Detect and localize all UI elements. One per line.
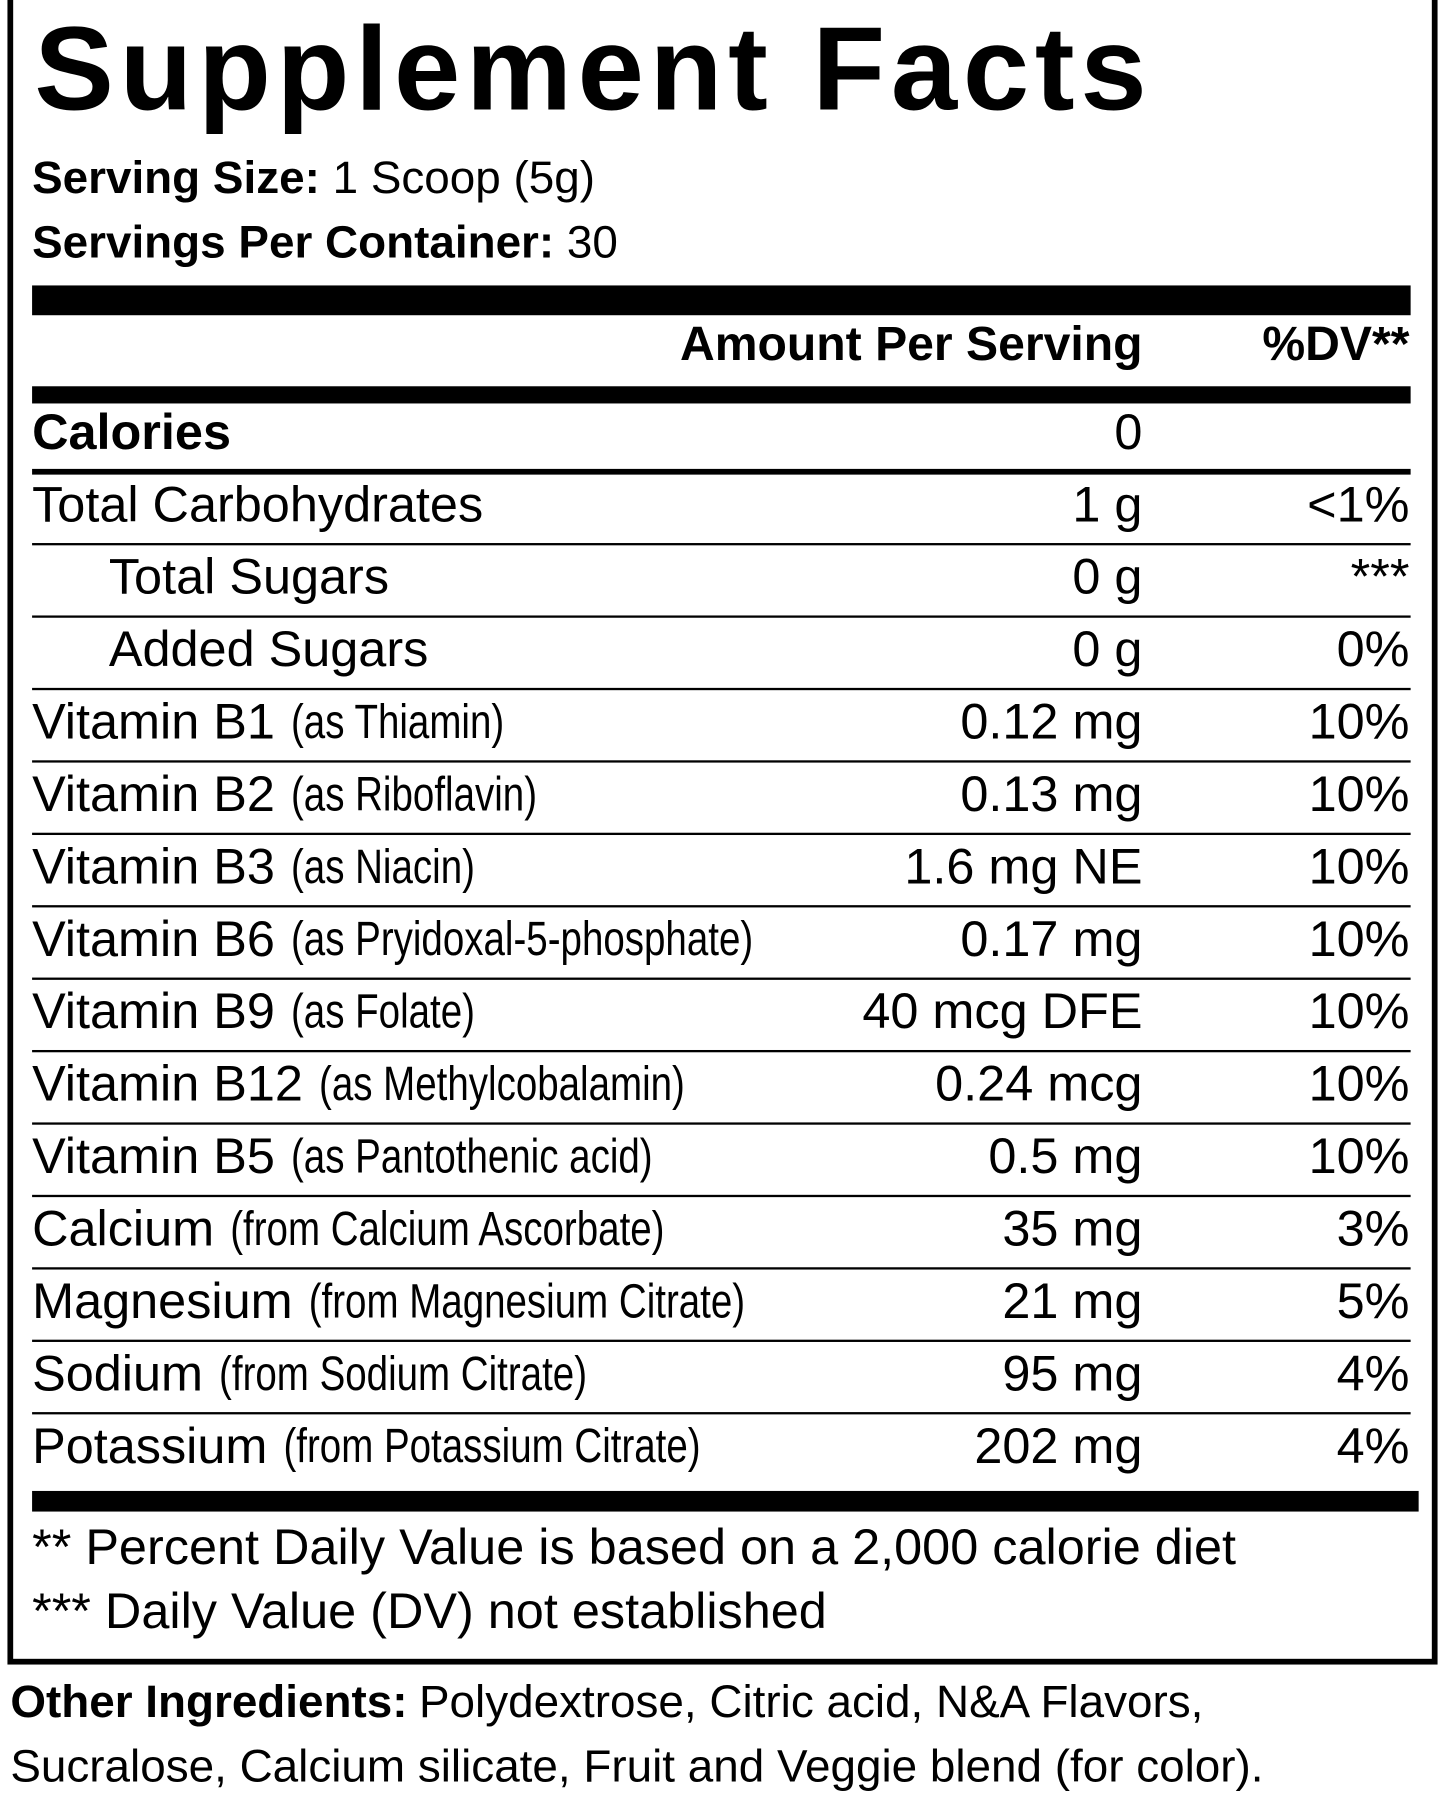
row-rule: [32, 760, 1411, 763]
amount: 0 g: [1072, 548, 1142, 605]
servings-per-container: Servings Per Container: 30: [32, 216, 618, 267]
amount: 0 g: [1072, 620, 1142, 677]
nutrient-source: (as Pantothenic acid): [291, 1131, 653, 1184]
row-rule: [32, 1339, 1411, 1342]
row-rule: [32, 1122, 1411, 1125]
daily-value: 10%: [1309, 982, 1410, 1039]
nutrient-source: (as Methylcobalamin): [319, 1058, 685, 1111]
nutrient-source: (as Folate): [291, 986, 475, 1039]
amount: 202 mg: [974, 1417, 1142, 1474]
serving-size-value: 1 Scoop (5g): [333, 152, 595, 203]
nutrient-name: Vitamin B1: [32, 693, 275, 750]
row-rule: [32, 468, 1411, 475]
title: Supplement Facts: [34, 3, 1152, 136]
nutrient-name: Vitamin B12: [32, 1055, 303, 1112]
row-rule: [32, 832, 1411, 836]
amount: 0.13 mg: [960, 765, 1142, 822]
amount: 1 g: [1072, 475, 1142, 532]
row-rule: [32, 543, 1411, 546]
nutrient-name: Total Sugars: [109, 548, 389, 605]
row-rule: [32, 977, 1411, 980]
row-rule: [32, 1412, 1411, 1415]
nutrient-name: Added Sugars: [109, 620, 428, 677]
serving-size-label: Serving Size:: [32, 152, 320, 203]
servings-value: 30: [567, 216, 618, 267]
amount: 0.12 mg: [960, 693, 1142, 750]
daily-value: 10%: [1309, 693, 1410, 750]
nutrient-source: (as Pryidoxal-5-phosphate): [291, 913, 753, 966]
row-rule: [32, 615, 1411, 618]
thick-rule: [32, 1490, 1419, 1512]
nutrient-source: (from Sodium Citrate): [219, 1348, 587, 1401]
daily-value: 0%: [1337, 620, 1410, 677]
label-border: [7, 0, 1438, 1665]
amount: 1.6 mg NE: [904, 837, 1142, 894]
daily-value: ***: [1351, 548, 1410, 605]
row-rule: [32, 905, 1411, 908]
nutrient-name: Total Carbohydrates: [32, 475, 483, 532]
nutrient-name: Potassium: [32, 1417, 267, 1474]
nutrient-name: Magnesium: [32, 1272, 293, 1329]
servings-label: Servings Per Container:: [32, 216, 554, 267]
daily-value: 10%: [1309, 910, 1410, 967]
daily-value: 4%: [1337, 1417, 1410, 1474]
daily-value: 10%: [1309, 1127, 1410, 1184]
daily-value: 5%: [1337, 1272, 1410, 1329]
nutrient-name: Vitamin B2: [32, 765, 275, 822]
daily-value: 10%: [1309, 837, 1410, 894]
amount: 40 mcg DFE: [862, 982, 1142, 1039]
serving-size: Serving Size: 1 Scoop (5g): [32, 152, 595, 203]
amount: 0.5 mg: [988, 1127, 1142, 1184]
nutrient-name: Vitamin B9: [32, 982, 275, 1039]
amount: 95 mg: [1002, 1344, 1142, 1401]
nutrient-source: (as Riboflavin): [291, 768, 537, 821]
row-rule: [32, 1194, 1411, 1198]
nutrient-name: Sodium: [32, 1344, 203, 1401]
other-ingredients-line: Polydextrose, Citric acid, N&A Flavors,: [419, 1676, 1203, 1727]
daily-value: 10%: [1309, 1055, 1410, 1112]
other-ingredients-line: Sucralose, Calcium silicate, Fruit and V…: [10, 1741, 1263, 1792]
nutrient-name: Calcium: [32, 1200, 214, 1257]
nutrient-source: (as Thiamin): [291, 696, 504, 749]
footnote: *** Daily Value (DV) not established: [32, 1582, 827, 1639]
amount: 0.24 mcg: [935, 1055, 1142, 1112]
amount: 0: [1114, 403, 1142, 460]
medium-rule: [32, 386, 1411, 404]
other-ingredients-label: Other Ingredients:: [10, 1676, 407, 1727]
nutrient-name: Vitamin B5: [32, 1127, 275, 1184]
nutrient-source: (as Niacin): [291, 841, 475, 894]
amount: 0.17 mg: [960, 910, 1142, 967]
footnote: ** Percent Daily Value is based on a 2,0…: [32, 1518, 1236, 1575]
daily-value: <1%: [1307, 475, 1409, 532]
daily-value: 3%: [1337, 1200, 1410, 1257]
nutrient-name: Calories: [32, 403, 231, 460]
nutrient-source: (from Potassium Citrate): [283, 1420, 700, 1473]
daily-value: 10%: [1309, 765, 1410, 822]
dv-header: %DV**: [1262, 317, 1409, 371]
other-ingredients: Other Ingredients: Polydextrose, Citric a…: [10, 1676, 1203, 1727]
row-rule: [32, 1267, 1411, 1270]
amount-header: Amount Per Serving: [680, 317, 1142, 371]
row-rule: [32, 687, 1411, 691]
nutrient-name: Vitamin B3: [32, 837, 275, 894]
thick-rule: [32, 285, 1411, 316]
nutrient-source: (from Magnesium Citrate): [309, 1275, 745, 1328]
amount: 21 mg: [1002, 1272, 1142, 1329]
amount: 35 mg: [1002, 1200, 1142, 1257]
daily-value: 4%: [1337, 1344, 1410, 1401]
nutrient-name: Vitamin B6: [32, 910, 275, 967]
row-rule: [32, 1049, 1411, 1053]
nutrient-source: (from Calcium Ascorbate): [230, 1203, 664, 1256]
